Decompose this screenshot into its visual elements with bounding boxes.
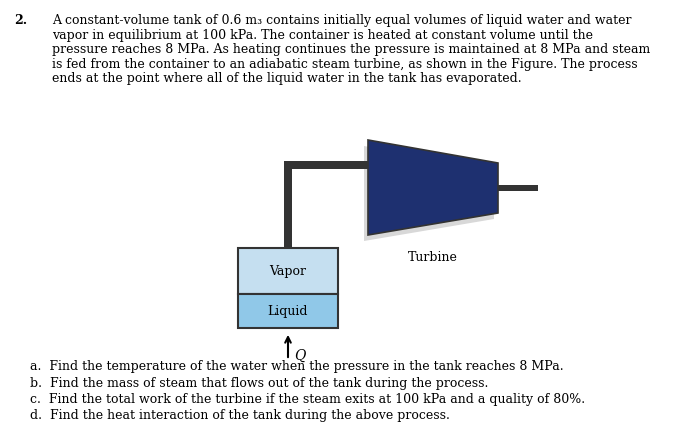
Text: pressure reaches 8 MPa. As heating continues the pressure is maintained at 8 MPa: pressure reaches 8 MPa. As heating conti… [52, 43, 650, 56]
Text: d.  Find the heat interaction of the tank during the above process.: d. Find the heat interaction of the tank… [30, 410, 450, 422]
Bar [238, 248, 338, 294]
Text: Vapor: Vapor [270, 265, 307, 278]
Polygon shape [368, 140, 498, 235]
Text: Q: Q [294, 349, 305, 363]
Text: Turbine: Turbine [408, 251, 458, 264]
Polygon shape [364, 146, 494, 241]
Text: Liquid: Liquid [268, 304, 308, 318]
Bar [284, 161, 368, 169]
Text: 2.: 2. [14, 14, 27, 27]
Text: ends at the point where all of the liquid water in the tank has evaporated.: ends at the point where all of the liqui… [52, 72, 521, 85]
Text: a.  Find the temperature of the water when the pressure in the tank reaches 8 MP: a. Find the temperature of the water whe… [30, 360, 564, 373]
Text: vapor in equilibrium at 100 kPa. The container is heated at constant volume unti: vapor in equilibrium at 100 kPa. The con… [52, 29, 593, 41]
Text: c.  Find the total work of the turbine if the steam exits at 100 kPa and a quali: c. Find the total work of the turbine if… [30, 393, 585, 406]
Bar [498, 185, 538, 191]
Bar [238, 294, 338, 328]
Text: b.  Find the mass of steam that flows out of the tank during the process.: b. Find the mass of steam that flows out… [30, 377, 489, 389]
Bar [284, 165, 292, 248]
Text: A constant-volume tank of 0.6 m₃ contains initially equal volumes of liquid wate: A constant-volume tank of 0.6 m₃ contain… [52, 14, 631, 27]
Text: is fed from the container to an adiabatic steam turbine, as shown in the Figure.: is fed from the container to an adiabati… [52, 58, 638, 70]
